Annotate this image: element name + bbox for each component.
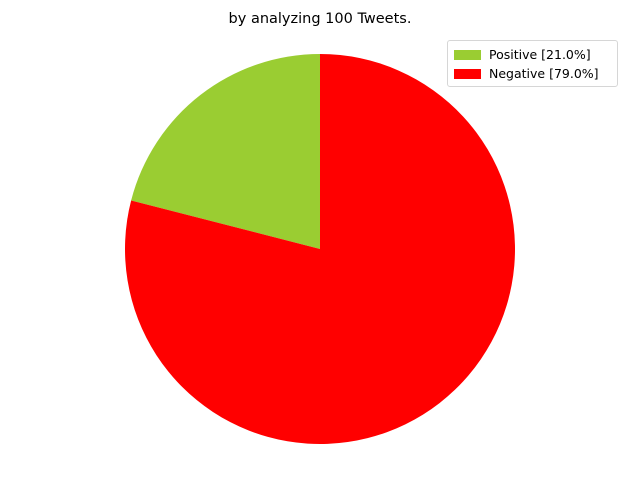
pie-slice-positive bbox=[131, 54, 320, 249]
legend-label-positive: Positive [21.0%] bbox=[489, 47, 591, 62]
legend-item-negative: Negative [79.0%] bbox=[454, 64, 617, 83]
legend-item-positive: Positive [21.0%] bbox=[454, 45, 617, 64]
legend-swatch-negative bbox=[454, 68, 481, 79]
legend: Positive [21.0%] Negative [79.0%] bbox=[447, 40, 618, 87]
legend-label-negative: Negative [79.0%] bbox=[489, 66, 599, 81]
chart-title: by analyzing 100 Tweets. bbox=[228, 11, 412, 27]
legend-swatch-positive bbox=[454, 49, 481, 60]
pie-slice-negative bbox=[125, 54, 516, 445]
